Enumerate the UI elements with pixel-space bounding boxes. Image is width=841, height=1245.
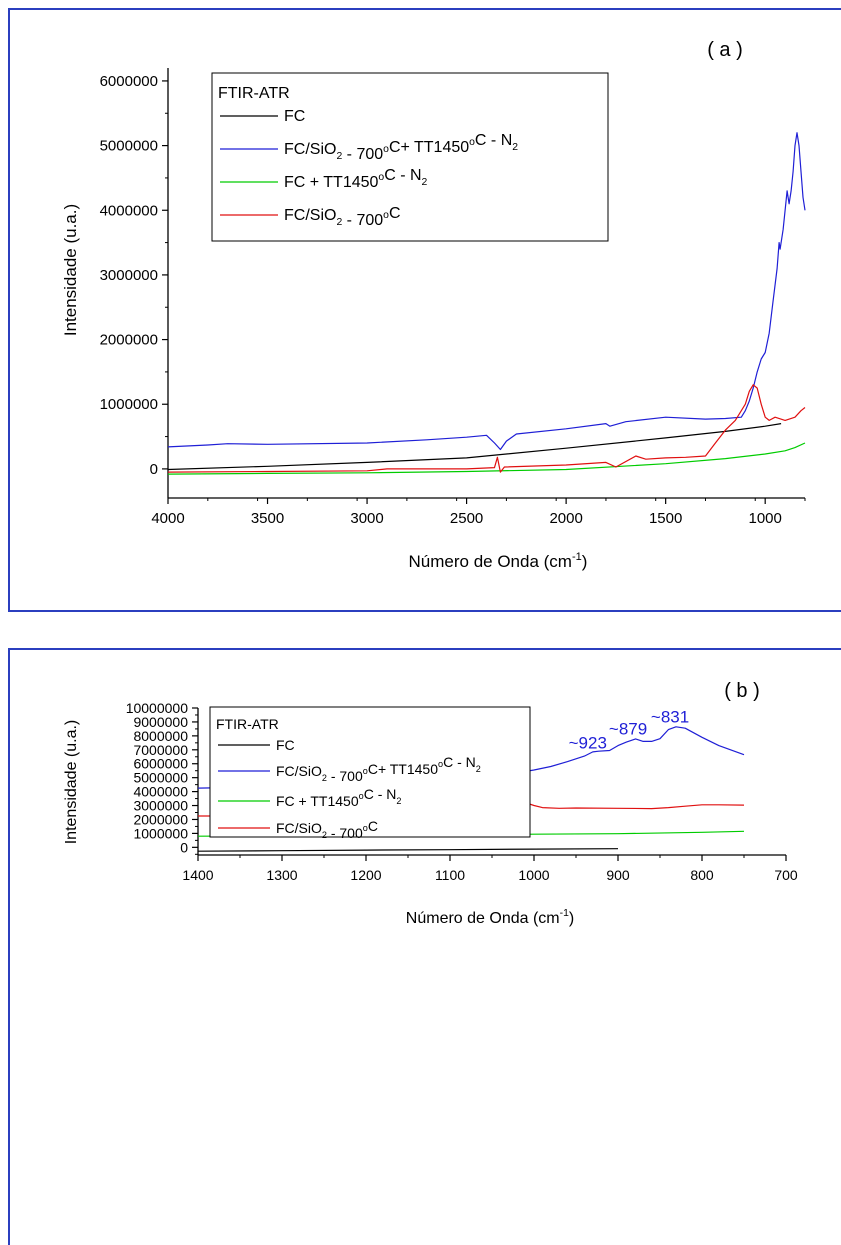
x-tick-label: 1100 [435, 867, 465, 883]
x-tick-label: 1000 [518, 867, 549, 883]
y-tick-label: 4000000 [100, 202, 158, 219]
series-line [167, 132, 806, 451]
y-tick-label: 7000000 [133, 742, 188, 758]
y-tick-label: 1000000 [100, 396, 158, 413]
x-tick-label: 1000 [749, 510, 782, 527]
panel-label: ( b ) [724, 680, 760, 702]
x-tick-label: 1400 [182, 867, 213, 883]
x-tick-label: 2000 [549, 510, 582, 527]
y-tick-label: 10000000 [126, 700, 189, 716]
y-tick-label: 0 [150, 461, 158, 478]
y-tick-label: 5000000 [100, 138, 158, 155]
y-tick-label: 2000000 [100, 332, 158, 349]
legend-box [211, 72, 609, 242]
y-tick-label: 5000000 [133, 770, 188, 786]
chart-panel-a [8, 8, 841, 612]
x-tick-label: 1500 [649, 510, 682, 527]
legend-entry: FC [284, 108, 305, 125]
y-tick-label: 0 [180, 839, 188, 855]
series-line [167, 423, 782, 471]
x-tick-label: 2500 [450, 510, 483, 527]
legend-entry: FC + TT1450oC - N2 [284, 167, 428, 191]
x-tick-label: 1300 [266, 867, 297, 883]
chart-1: 0100000020000003000000400000050000006000… [63, 680, 798, 927]
x-tick-label: 900 [606, 867, 630, 883]
series-line [197, 848, 619, 852]
legend-entry: FC/SiO2 - 700oC+ TT1450oC - N2 [276, 754, 481, 784]
y-tick-label: 2000000 [133, 811, 188, 827]
x-tick-label: 4000 [151, 510, 184, 527]
y-axis-label: Intensidade (u.a.) [63, 720, 80, 845]
y-tick-label: 1000000 [133, 825, 188, 841]
y-tick-label: 3000000 [133, 798, 188, 814]
y-tick-label: 3000000 [100, 267, 158, 284]
y-axis-label: Intensidade (u.a.) [61, 204, 80, 336]
legend-entry: FC/SiO2 - 700oC [276, 818, 378, 841]
legend-box [209, 706, 531, 838]
peak-annotation: ~923 [569, 734, 607, 753]
x-tick-label: 3500 [251, 510, 284, 527]
series-line [167, 384, 806, 473]
y-tick-label: 8000000 [133, 728, 188, 744]
series-line [167, 442, 806, 475]
x-tick-label: 800 [690, 867, 714, 883]
peak-annotation: ~831 [651, 708, 689, 727]
y-tick-label: 6000000 [133, 756, 188, 772]
legend-entry: FC/SiO2 - 700oC [284, 205, 401, 229]
chart-0: 0 1000000 2000000 3000000 4000000 5000000 6000… [61, 39, 806, 571]
chart-panel-b [8, 648, 841, 1245]
x-axis-label: Número de Onda (cm-1) [409, 551, 588, 571]
legend-entry: FC + TT1450oC - N2 [276, 786, 401, 809]
x-axis-label: Número de Onda (cm-1) [406, 908, 574, 927]
panel-label: ( a ) [707, 39, 743, 61]
x-tick-label: 1200 [350, 867, 381, 883]
legend-entry: FC/SiO2 - 700oC+ TT1450oC - N2 [284, 132, 518, 163]
y-tick-label: 6000000 [100, 73, 158, 90]
peak-annotation: ~879 [609, 719, 647, 738]
x-tick-label: 3000 [350, 510, 383, 527]
legend-entry: FC [276, 737, 295, 753]
legend-title: FTIR-ATR [216, 716, 279, 732]
y-tick-label: 9000000 [133, 714, 188, 730]
x-tick-label: 700 [774, 867, 798, 883]
legend-title: FTIR-ATR [218, 85, 290, 102]
y-tick-label: 4000000 [133, 784, 188, 800]
